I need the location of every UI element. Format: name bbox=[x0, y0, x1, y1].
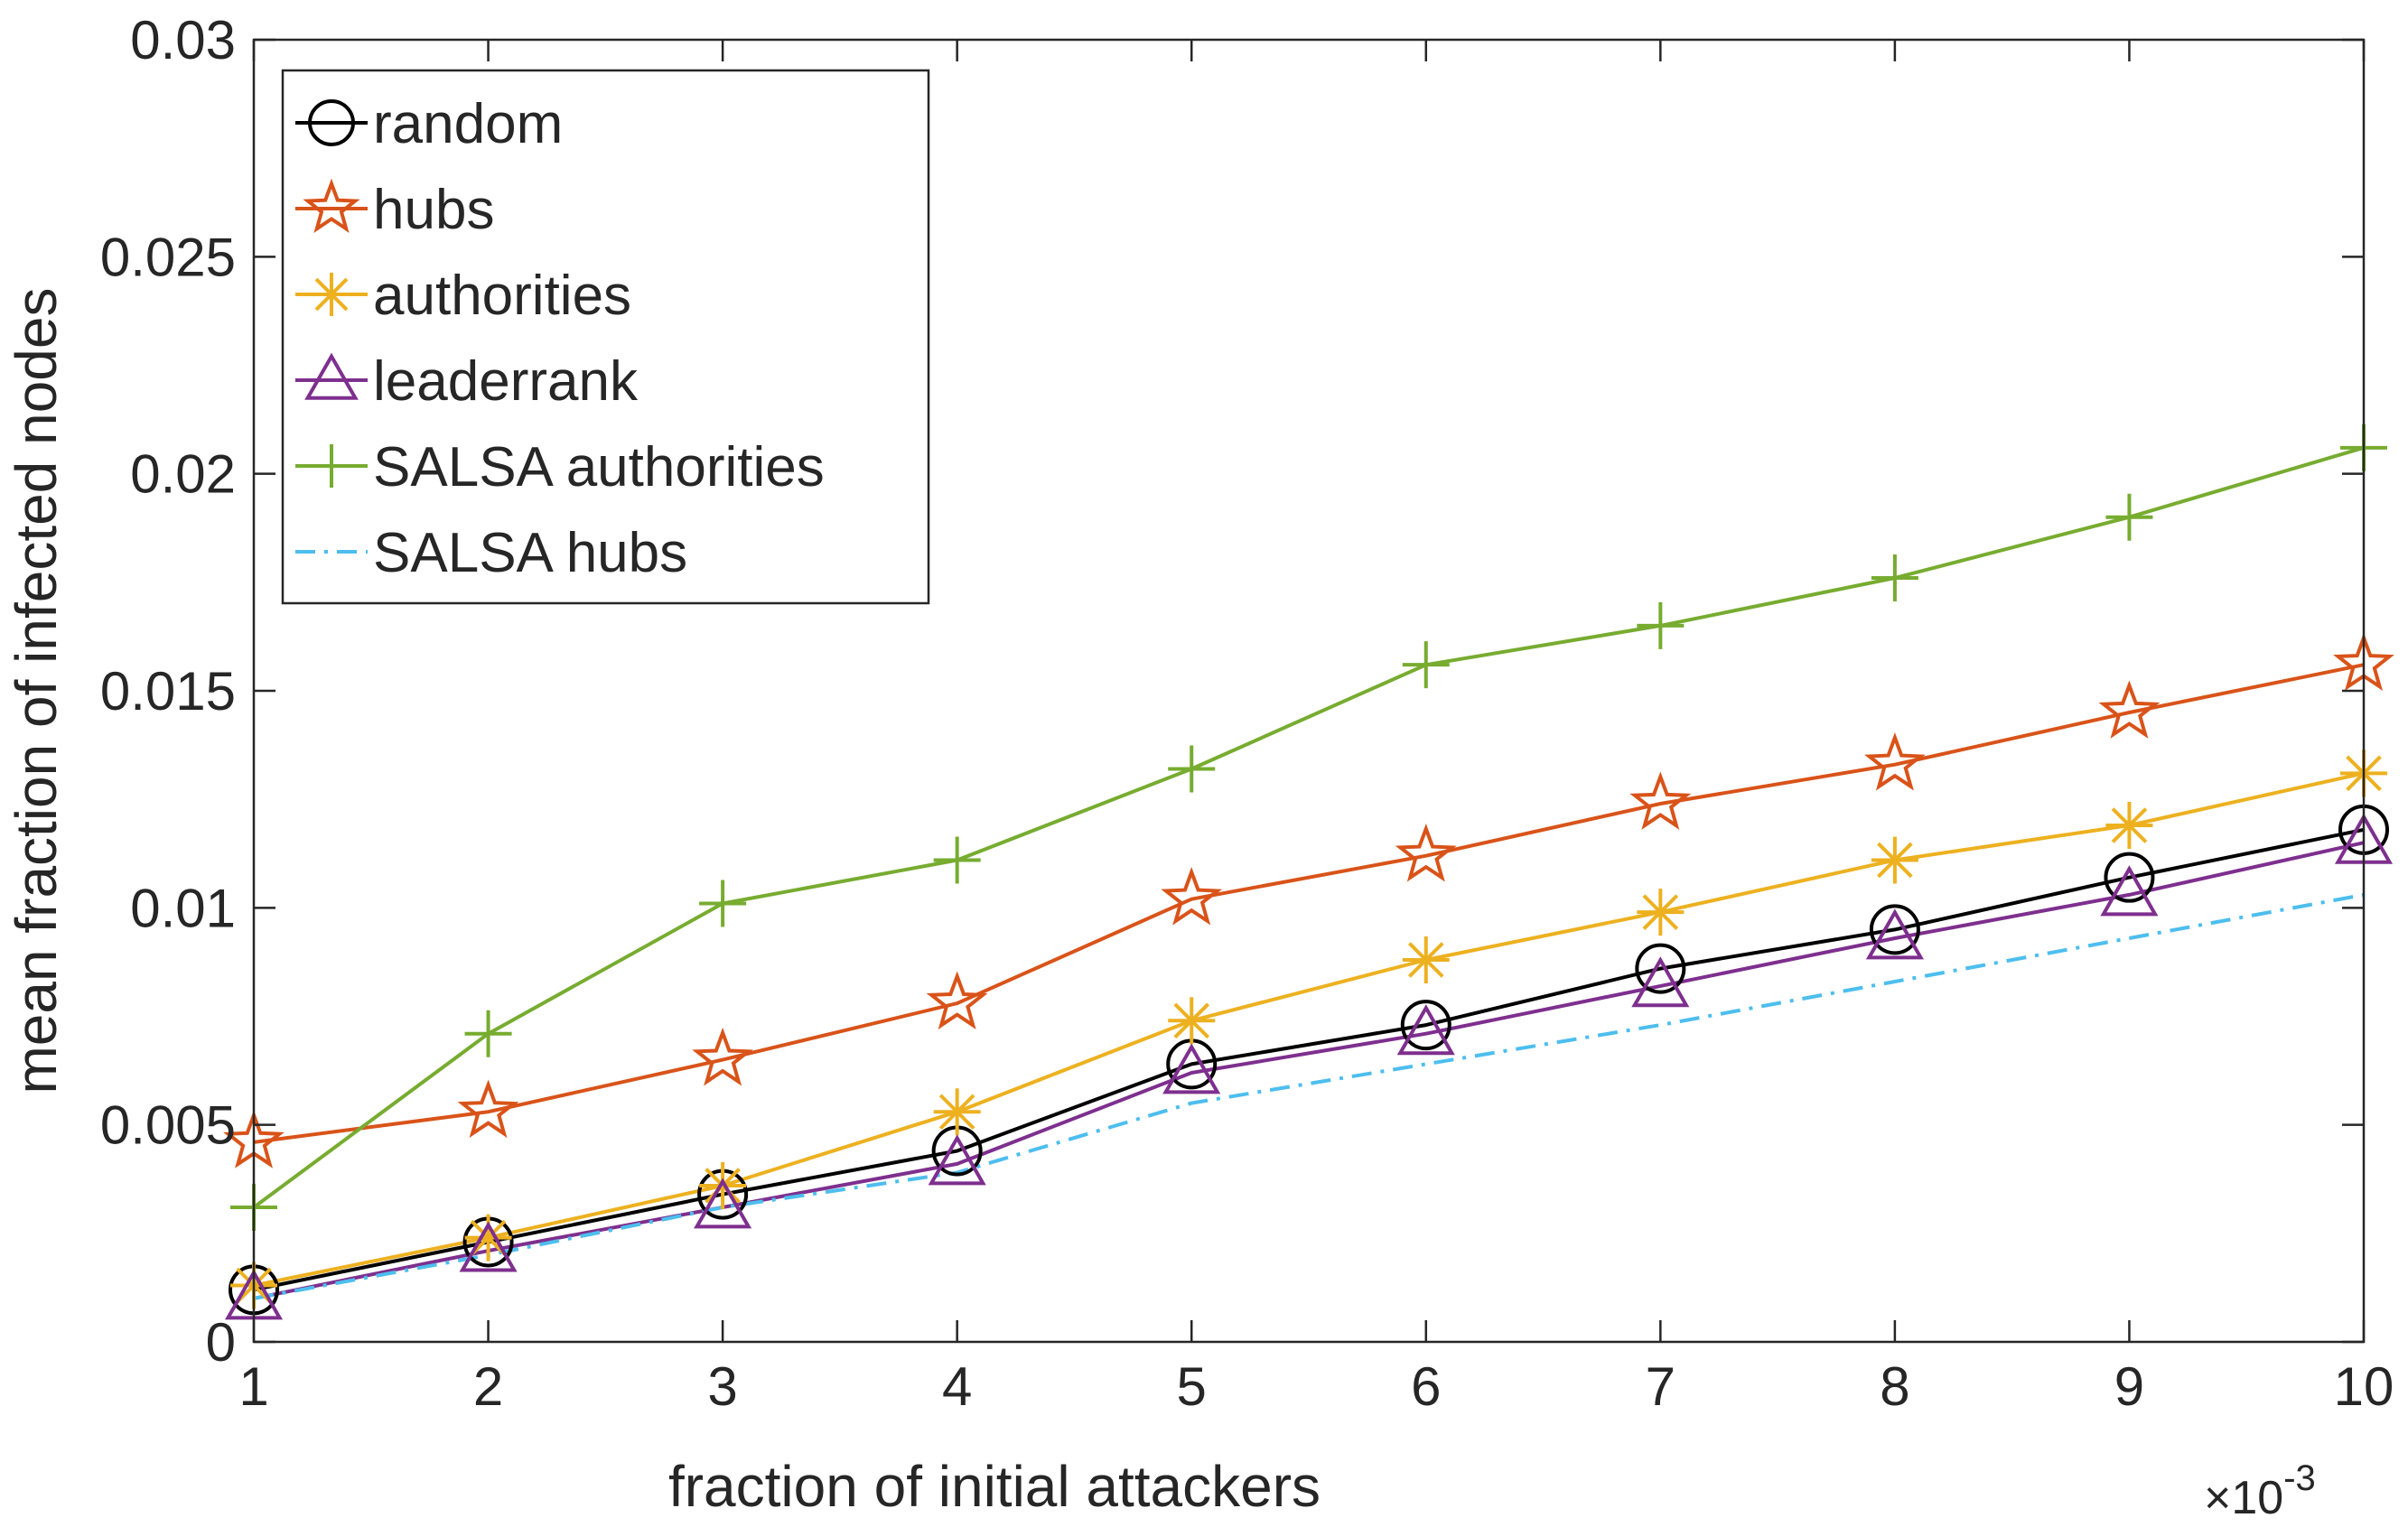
data-point-authorities-stroke bbox=[2111, 807, 2148, 843]
data-point-authorities bbox=[699, 1161, 747, 1209]
legend-item-salsa-hubs: SALSA hubs bbox=[295, 522, 687, 584]
data-point-authorities-stroke bbox=[705, 1168, 741, 1204]
data-point-hubs bbox=[457, 1079, 519, 1139]
data-point-hubs bbox=[926, 971, 988, 1029]
legend-label: SALSA hubs bbox=[373, 522, 687, 584]
x-tick-label: 2 bbox=[473, 1356, 503, 1417]
data-point-salsa-authorities bbox=[1402, 641, 1450, 689]
legend-marker bbox=[303, 178, 360, 233]
data-point-leaderrank bbox=[459, 1221, 518, 1272]
series-markers-hubs bbox=[223, 632, 2394, 1169]
x-axis-label: fraction of initial attackers bbox=[668, 1454, 1321, 1519]
x-tick-label: 6 bbox=[1411, 1356, 1441, 1417]
legend-item-authorities: authorities bbox=[295, 265, 631, 327]
data-point-hubs bbox=[1629, 771, 1692, 830]
legend-item-random: random bbox=[295, 93, 563, 155]
data-point-hubs bbox=[2098, 680, 2161, 739]
y-axis-label: mean fraction of infected nodes bbox=[4, 288, 69, 1094]
series-line-hubs bbox=[253, 663, 2365, 1144]
data-point-salsa-authorities bbox=[464, 1010, 512, 1057]
data-point-authorities bbox=[933, 1088, 981, 1136]
legend-box bbox=[281, 69, 930, 605]
y-tick-label: 0.01 bbox=[130, 878, 236, 938]
legend-item-hubs: hubs bbox=[295, 178, 494, 241]
legend-item-salsa-authorities: SALSA authorities bbox=[295, 436, 825, 498]
series-line-salsa-authorities bbox=[252, 445, 2365, 1209]
data-point-authorities bbox=[2105, 802, 2153, 850]
x-tick-label: 5 bbox=[1177, 1356, 1207, 1417]
data-point-salsa-authorities bbox=[1637, 601, 1685, 649]
y-tick-label: 0.025 bbox=[100, 227, 236, 287]
series-markers-random bbox=[229, 804, 2389, 1316]
data-point-authorities bbox=[1168, 997, 1216, 1045]
y-tick-label: 0.03 bbox=[130, 10, 236, 70]
data-point-authorities-stroke bbox=[1173, 1002, 1210, 1039]
legend-marker bbox=[304, 352, 359, 400]
legend-label: random bbox=[373, 93, 563, 155]
data-point-leaderrank bbox=[928, 1134, 986, 1186]
legend-label: leaderrank bbox=[373, 350, 639, 413]
legend-label: authorities bbox=[373, 265, 631, 327]
data-point-authorities-stroke bbox=[1877, 842, 1913, 879]
x-tick-label: 8 bbox=[1880, 1356, 1909, 1417]
data-point-authorities-stroke bbox=[470, 1219, 507, 1256]
data-point-hubs bbox=[1864, 732, 1926, 791]
legend-marker bbox=[310, 273, 353, 316]
x-axis-multiplier: ×10-3 bbox=[2204, 1458, 2316, 1524]
data-point-salsa-authorities bbox=[699, 880, 747, 927]
y-tick-label: 0.015 bbox=[100, 661, 236, 722]
data-point-salsa-authorities bbox=[933, 836, 981, 884]
x-tick-label: 10 bbox=[2334, 1356, 2394, 1417]
data-point-hubs bbox=[1395, 824, 1457, 882]
series-line-leaderrank bbox=[253, 841, 2365, 1300]
series-line-random bbox=[253, 827, 2365, 1292]
series-line-authorities bbox=[253, 771, 2365, 1288]
series-lines bbox=[252, 445, 2365, 1300]
data-point-authorities-stroke bbox=[1407, 942, 1444, 978]
data-point-random bbox=[1400, 1000, 1451, 1051]
data-point-authorities-stroke bbox=[938, 1094, 975, 1131]
y-tick-label: 0 bbox=[206, 1312, 236, 1373]
legend: random hubs authorities leaderrank SALSA aut… bbox=[281, 69, 930, 605]
series-line-salsa-hubs bbox=[253, 892, 2365, 1300]
data-point-salsa-authorities bbox=[1871, 554, 1918, 602]
legend-marker bbox=[310, 444, 353, 488]
y-tick-label: 0.005 bbox=[100, 1095, 236, 1156]
data-point-leaderrank bbox=[2100, 865, 2159, 917]
data-point-authorities bbox=[1402, 936, 1450, 984]
data-point-hubs bbox=[692, 1027, 753, 1086]
x-axis-multiplier-base: ×10 bbox=[2204, 1472, 2283, 1524]
legend-marker bbox=[308, 99, 355, 146]
data-point-hubs bbox=[1161, 867, 1223, 926]
legend-marker-stroke bbox=[314, 277, 349, 312]
data-point-authorities bbox=[1871, 836, 1918, 884]
axes: 1 2 3 4 5 6 7 8 9 10 0 0.005 0.01 0.015 0.02 0.025 0.03 bbox=[100, 10, 2394, 1417]
data-point-salsa-authorities bbox=[2105, 493, 2153, 541]
data-point-leaderrank bbox=[1396, 1004, 1455, 1056]
x-tick-label: 9 bbox=[2114, 1356, 2144, 1417]
x-tick-label: 3 bbox=[707, 1356, 737, 1417]
x-tick-label: 4 bbox=[942, 1356, 972, 1417]
data-point-random bbox=[1869, 904, 1920, 955]
data-point-salsa-authorities bbox=[1168, 745, 1216, 793]
legend-item-leaderrank: leaderrank bbox=[295, 350, 639, 413]
x-axis-multiplier-exponent: -3 bbox=[2283, 1458, 2316, 1498]
x-tick-label: 7 bbox=[1646, 1356, 1675, 1417]
data-point-leaderrank bbox=[1631, 956, 1690, 1008]
legend-label: SALSA authorities bbox=[373, 436, 825, 498]
data-point-authorities bbox=[1637, 889, 1685, 936]
data-point-random bbox=[1635, 943, 1686, 994]
data-point-leaderrank bbox=[1865, 908, 1924, 960]
data-point-random bbox=[2104, 852, 2155, 903]
data-point-leaderrank bbox=[694, 1178, 752, 1229]
data-point-leaderrank bbox=[1162, 1043, 1221, 1094]
y-tick-label: 0.02 bbox=[130, 444, 236, 505]
data-point-authorities-stroke bbox=[1642, 894, 1679, 930]
legend-label: hubs bbox=[373, 179, 494, 241]
x-tick-label: 1 bbox=[238, 1356, 268, 1417]
